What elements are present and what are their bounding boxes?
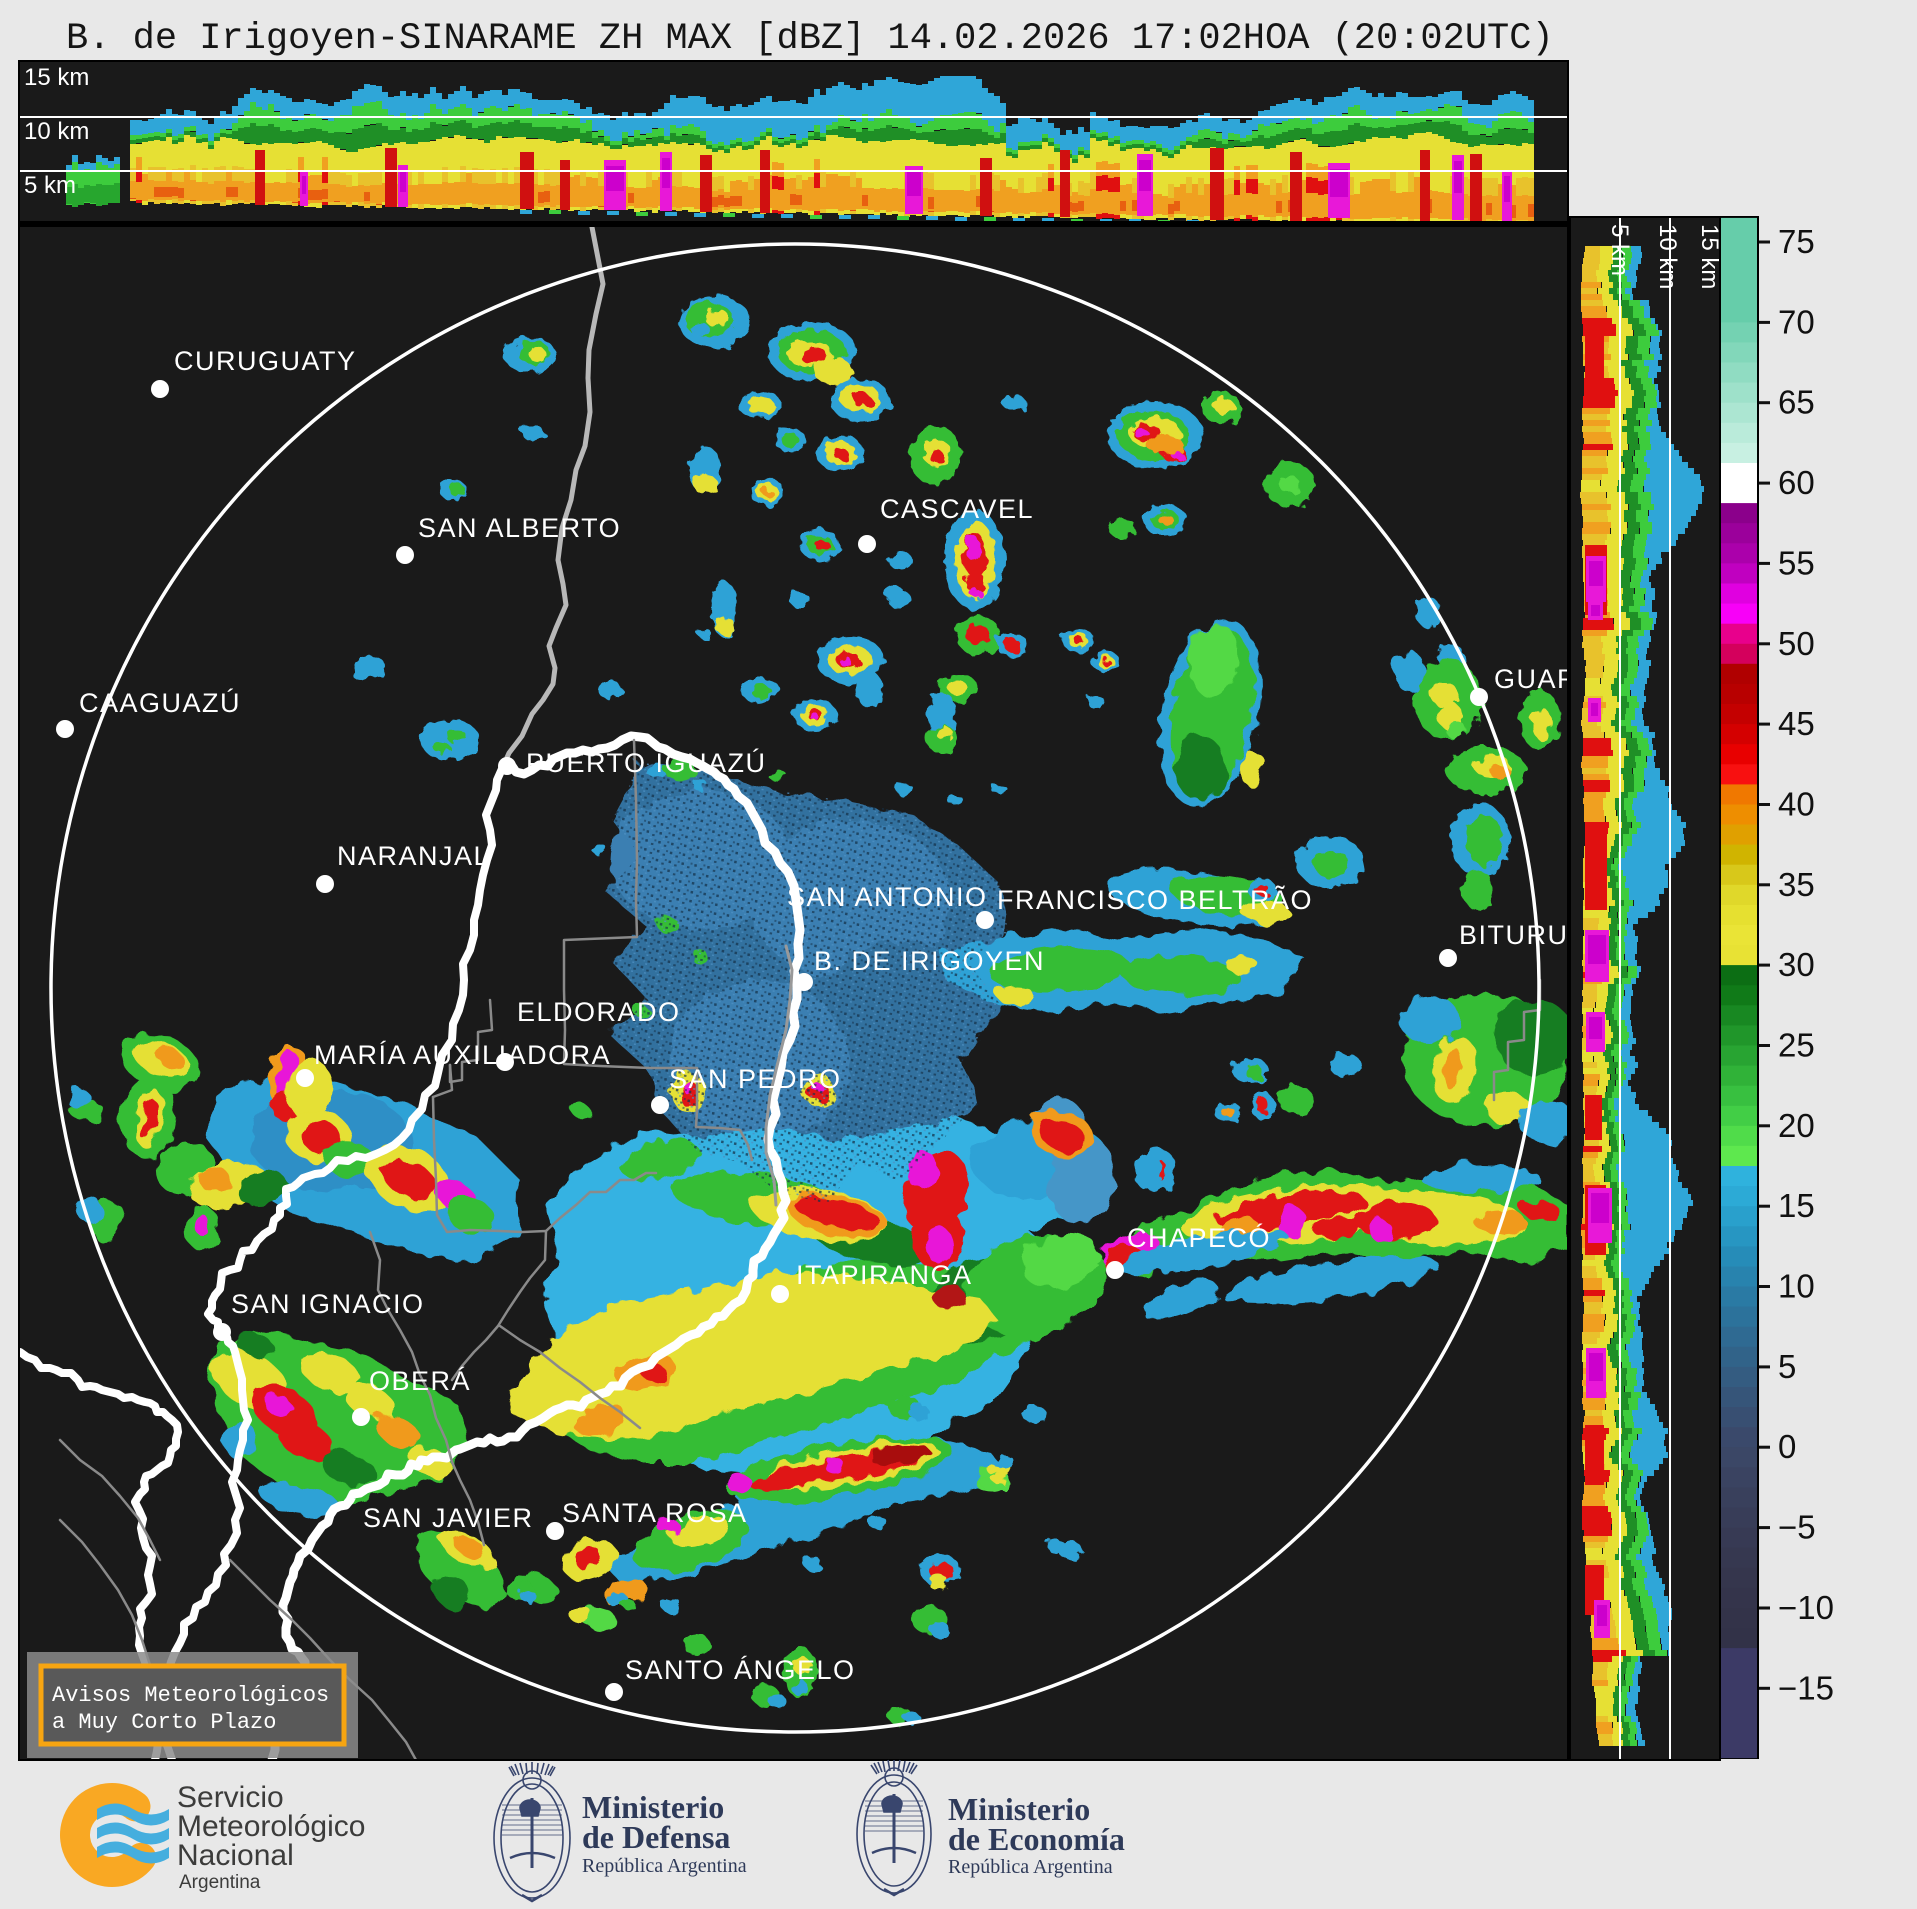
svg-text:−5: −5 — [1778, 1509, 1816, 1546]
svg-text:15: 15 — [1778, 1187, 1815, 1224]
svg-text:SAN JAVIER: SAN JAVIER — [363, 1503, 534, 1533]
svg-text:−10: −10 — [1778, 1589, 1834, 1626]
svg-text:CURUGUATY: CURUGUATY — [174, 346, 357, 376]
svg-text:10: 10 — [1778, 1268, 1815, 1305]
svg-text:15 km: 15 km — [1696, 224, 1723, 289]
svg-text:República Argentina: República Argentina — [948, 1856, 1113, 1878]
svg-text:Avisos Meteorológicos: Avisos Meteorológicos — [52, 1683, 329, 1708]
svg-text:60: 60 — [1778, 464, 1815, 501]
svg-text:50: 50 — [1778, 625, 1815, 662]
svg-text:Ministerio: Ministerio — [582, 1789, 724, 1825]
svg-text:GUARAN: GUARAN — [1494, 664, 1619, 694]
svg-text:SAN PEDRO: SAN PEDRO — [669, 1064, 842, 1094]
svg-text:−15: −15 — [1778, 1669, 1834, 1706]
svg-text:SANTO ÁNGELO: SANTO ÁNGELO — [625, 1655, 856, 1685]
svg-text:ELDORADO: ELDORADO — [517, 997, 681, 1027]
svg-text:B. DE IRIGOYEN: B. DE IRIGOYEN — [814, 946, 1045, 976]
svg-text:Meteorológico: Meteorológico — [177, 1810, 365, 1843]
svg-text:SAN ALBERTO: SAN ALBERTO — [418, 513, 621, 543]
svg-text:Nacional: Nacional — [177, 1839, 294, 1872]
svg-text:65: 65 — [1778, 384, 1815, 421]
svg-text:BITURUNA: BITURUNA — [1459, 920, 1609, 950]
svg-text:MARÍA AUXILIADORA: MARÍA AUXILIADORA — [314, 1040, 611, 1070]
svg-text:15 km: 15 km — [24, 64, 89, 91]
svg-text:30: 30 — [1778, 946, 1815, 983]
svg-text:SANTA ROSA: SANTA ROSA — [562, 1498, 748, 1528]
svg-text:Ministerio: Ministerio — [948, 1791, 1090, 1827]
svg-text:55: 55 — [1778, 544, 1815, 581]
svg-text:10 km: 10 km — [24, 118, 89, 145]
svg-text:de Economía: de Economía — [948, 1821, 1125, 1857]
svg-text:5 km: 5 km — [24, 172, 76, 199]
svg-text:10 km: 10 km — [1654, 224, 1681, 289]
svg-text:CASCAVEL: CASCAVEL — [880, 494, 1034, 524]
svg-text:45: 45 — [1778, 705, 1815, 742]
svg-text:OBERÁ: OBERÁ — [369, 1366, 471, 1396]
svg-text:FRANCISCO BELTRÃO: FRANCISCO BELTRÃO — [997, 884, 1313, 915]
svg-text:Argentina: Argentina — [179, 1872, 261, 1893]
svg-text:República Argentina: República Argentina — [582, 1855, 747, 1877]
svg-text:ITAPIRANGA: ITAPIRANGA — [796, 1260, 973, 1290]
svg-text:Servicio: Servicio — [177, 1781, 284, 1814]
svg-text:35: 35 — [1778, 866, 1815, 903]
svg-text:CHAPECÓ: CHAPECÓ — [1127, 1222, 1271, 1253]
svg-text:CAAGUAZÚ: CAAGUAZÚ — [79, 687, 241, 718]
svg-text:de Defensa: de Defensa — [582, 1819, 730, 1855]
svg-text:SAN IGNACIO: SAN IGNACIO — [231, 1289, 425, 1319]
svg-text:SAN ANTONIO: SAN ANTONIO — [787, 882, 988, 912]
svg-text:PUERTO IGUAZÚ: PUERTO IGUAZÚ — [526, 747, 767, 778]
svg-text:a Muy Corto Plazo: a Muy Corto Plazo — [52, 1710, 276, 1735]
svg-text:40: 40 — [1778, 786, 1815, 823]
svg-text:20: 20 — [1778, 1107, 1815, 1144]
svg-text:75: 75 — [1778, 223, 1815, 260]
svg-text:25: 25 — [1778, 1027, 1815, 1064]
svg-text:5: 5 — [1778, 1348, 1796, 1385]
svg-text:B. de Irigoyen-SINARAME ZH MAX: B. de Irigoyen-SINARAME ZH MAX [dBZ] 14.… — [66, 18, 1554, 60]
svg-text:0: 0 — [1778, 1428, 1796, 1465]
svg-text:NARANJAL: NARANJAL — [337, 841, 490, 871]
svg-text:70: 70 — [1778, 303, 1815, 340]
svg-text:5 km: 5 km — [1606, 224, 1633, 276]
